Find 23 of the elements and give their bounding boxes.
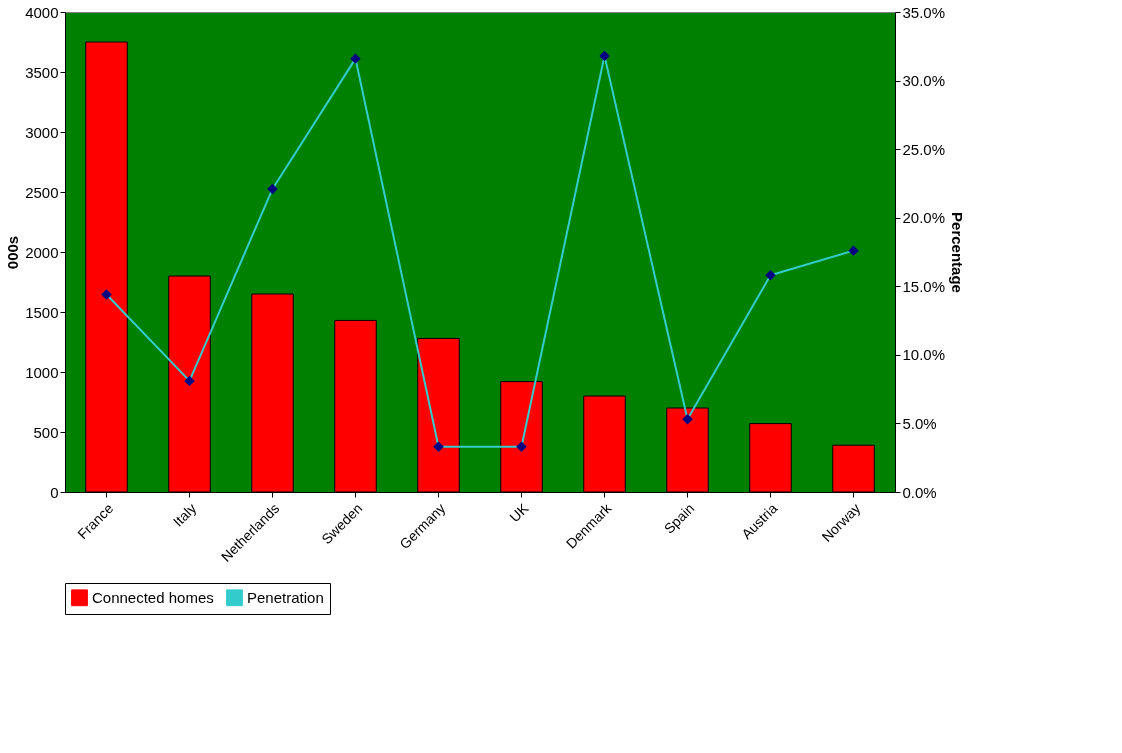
y-tick-label: 3500 — [25, 63, 59, 81]
y-tick-label: 2000 — [25, 243, 59, 261]
y2-tick-label: 25.0% — [902, 140, 946, 158]
y2-tick-label: 20.0% — [902, 209, 946, 227]
y2-tick-label: 15.0% — [902, 277, 946, 295]
y-tick-label: 0 — [50, 483, 59, 501]
y2-tick-label: 10.0% — [902, 346, 946, 364]
y-tick-label: 1500 — [25, 303, 59, 321]
y-tick-label: 500 — [33, 423, 59, 441]
y-tick-label: 1000 — [25, 363, 59, 381]
y2-tick-label: 30.0% — [902, 72, 946, 90]
legend-label: Connected homes — [92, 588, 214, 606]
x-tick-label: UK — [506, 499, 532, 526]
y-axis-title: 000s — [4, 235, 22, 270]
y-tick-label: 2500 — [25, 183, 59, 201]
legend-label: Penetration — [247, 588, 324, 606]
x-tick-label: Italy — [169, 500, 200, 530]
y-tick-label: 4000 — [25, 3, 59, 21]
y2-tick-label: 5.0% — [902, 414, 937, 432]
y2-tick-label: 0.0% — [902, 483, 937, 501]
y-tick-label: 3000 — [25, 123, 59, 141]
y2-tick-label: 35.0% — [902, 3, 946, 21]
y2-axis-title: Percentage — [949, 212, 967, 293]
